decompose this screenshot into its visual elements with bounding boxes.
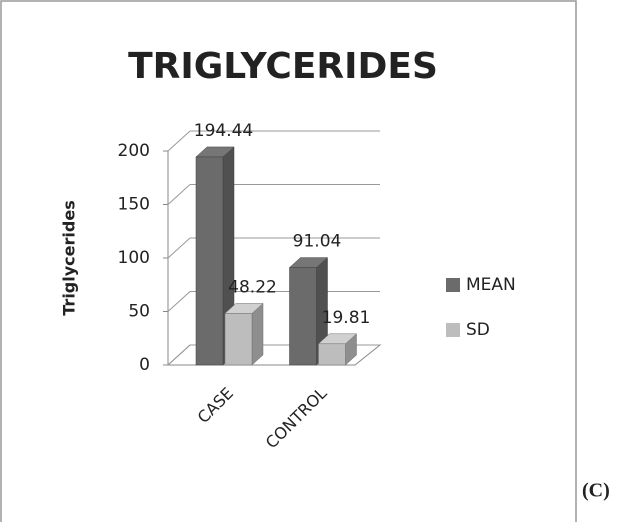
- y-tick-label: 200: [118, 141, 150, 161]
- y-tick-label: 0: [139, 355, 150, 375]
- bar: [224, 313, 253, 366]
- grid-line: [167, 344, 191, 366]
- grid-line: [167, 184, 191, 205]
- grid-line: [167, 130, 191, 152]
- chart-title: TRIGLYCERIDES: [128, 46, 438, 87]
- y-tick-label: 150: [118, 195, 150, 215]
- legend-swatch: [446, 323, 460, 337]
- legend-label: MEAN: [466, 275, 516, 295]
- data-label: 19.81: [322, 308, 371, 328]
- legend-swatch: [446, 278, 460, 292]
- data-label: 194.44: [194, 121, 253, 141]
- y-tick-label: 50: [128, 302, 150, 322]
- x-tick-label: CASE: [194, 384, 237, 427]
- grid-line: [167, 237, 191, 259]
- bar: [195, 156, 224, 366]
- grid-line: [167, 291, 191, 312]
- data-label: 48.22: [228, 277, 277, 297]
- bar: [318, 343, 346, 366]
- y-tick-label: 100: [118, 248, 150, 268]
- panel-label: (C): [582, 480, 610, 502]
- x-tick-label: CONTROL: [262, 384, 331, 453]
- chart-border: [0, 0, 577, 522]
- data-label: 91.04: [293, 232, 342, 252]
- y-axis-title: Triglycerides: [60, 200, 79, 315]
- bar: [289, 267, 317, 366]
- legend-label: SD: [466, 320, 490, 340]
- bar-side: [251, 302, 264, 366]
